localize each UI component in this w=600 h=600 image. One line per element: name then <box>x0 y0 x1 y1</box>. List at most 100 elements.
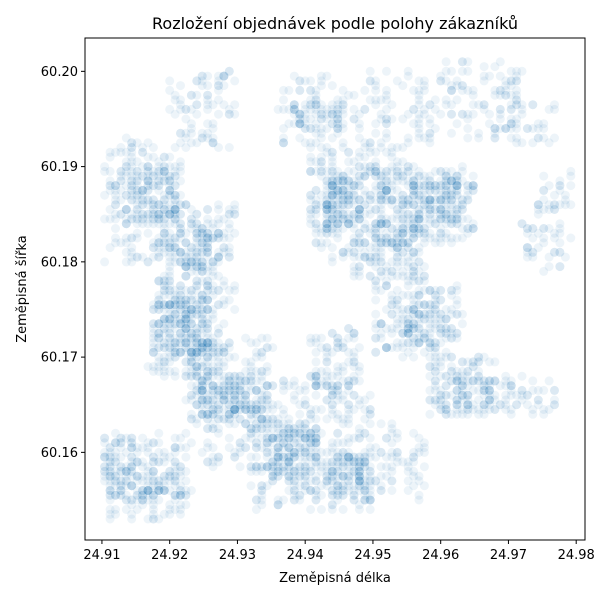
data-point <box>143 257 153 267</box>
data-point <box>203 305 213 314</box>
data-point <box>154 200 164 210</box>
data-point <box>376 138 386 148</box>
data-point <box>138 209 148 219</box>
data-point <box>165 333 175 343</box>
data-point <box>192 343 202 353</box>
data-point <box>197 309 207 319</box>
data-point <box>203 376 213 386</box>
data-point <box>165 347 175 357</box>
data-point <box>143 466 153 476</box>
data-point <box>452 295 462 305</box>
data-point <box>300 76 310 86</box>
data-point <box>127 176 137 186</box>
data-point <box>457 357 467 367</box>
data-point <box>138 486 148 495</box>
data-point <box>170 252 180 262</box>
data-point <box>409 247 419 257</box>
data-point <box>251 405 261 414</box>
data-point <box>246 481 256 491</box>
data-point <box>186 214 196 224</box>
data-point <box>203 343 213 353</box>
data-point <box>165 314 175 324</box>
data-point <box>159 224 169 233</box>
data-point <box>192 243 202 253</box>
data-point <box>214 247 223 257</box>
data-point <box>197 319 207 329</box>
data-point <box>165 300 175 310</box>
data-point <box>154 252 164 262</box>
data-point <box>295 85 305 95</box>
data-point <box>479 71 489 81</box>
data-point <box>251 452 261 462</box>
data-point <box>100 433 110 443</box>
data-point <box>495 71 505 81</box>
data-point <box>100 447 110 457</box>
data-point <box>116 195 126 205</box>
data-point <box>176 95 185 105</box>
data-point <box>506 385 516 395</box>
data-point <box>143 181 153 191</box>
data-point <box>165 300 175 310</box>
data-point <box>176 200 185 210</box>
data-point <box>143 138 153 148</box>
data-point <box>398 309 408 319</box>
data-point <box>192 343 202 353</box>
data-point <box>159 486 169 495</box>
data-point <box>333 333 343 343</box>
data-point <box>148 452 158 462</box>
data-point <box>143 185 153 195</box>
data-point <box>159 166 169 176</box>
data-point <box>143 476 153 486</box>
data-point <box>419 195 429 205</box>
data-point <box>419 276 429 286</box>
data-point <box>159 362 169 372</box>
data-point <box>219 281 229 291</box>
data-point <box>338 109 348 119</box>
data-point <box>230 371 240 381</box>
data-point <box>365 419 375 429</box>
data-point <box>197 381 207 391</box>
data-point <box>176 462 185 472</box>
data-point <box>219 405 229 414</box>
data-point <box>425 205 435 214</box>
data-point <box>192 252 202 262</box>
data-point <box>203 276 213 286</box>
data-point <box>186 243 196 253</box>
data-point <box>360 224 370 233</box>
data-point <box>224 209 234 219</box>
data-point <box>528 100 538 110</box>
data-point <box>208 390 218 400</box>
data-point <box>387 195 397 205</box>
data-point <box>208 290 218 300</box>
data-point <box>192 209 202 219</box>
data-point <box>186 347 196 357</box>
data-point <box>181 314 191 324</box>
data-point <box>208 314 218 324</box>
data-point <box>365 405 375 414</box>
data-point <box>468 90 478 100</box>
data-point <box>127 471 137 481</box>
data-point <box>176 347 185 357</box>
data-point <box>176 138 185 148</box>
data-point <box>181 262 191 272</box>
data-point <box>192 362 202 372</box>
data-point <box>159 352 169 362</box>
data-point <box>354 214 364 224</box>
data-point <box>457 409 467 419</box>
data-point <box>371 81 381 91</box>
data-point <box>181 271 191 281</box>
data-point <box>192 371 202 381</box>
data-point <box>159 290 169 300</box>
data-point <box>197 314 207 324</box>
data-point <box>219 395 229 405</box>
data-point <box>159 314 169 324</box>
data-point <box>425 371 435 381</box>
data-point <box>311 228 321 238</box>
data-point <box>181 314 191 324</box>
data-point <box>192 328 202 338</box>
data-point <box>311 495 321 505</box>
data-point <box>127 195 137 205</box>
data-point <box>165 366 175 376</box>
data-point <box>235 371 245 381</box>
